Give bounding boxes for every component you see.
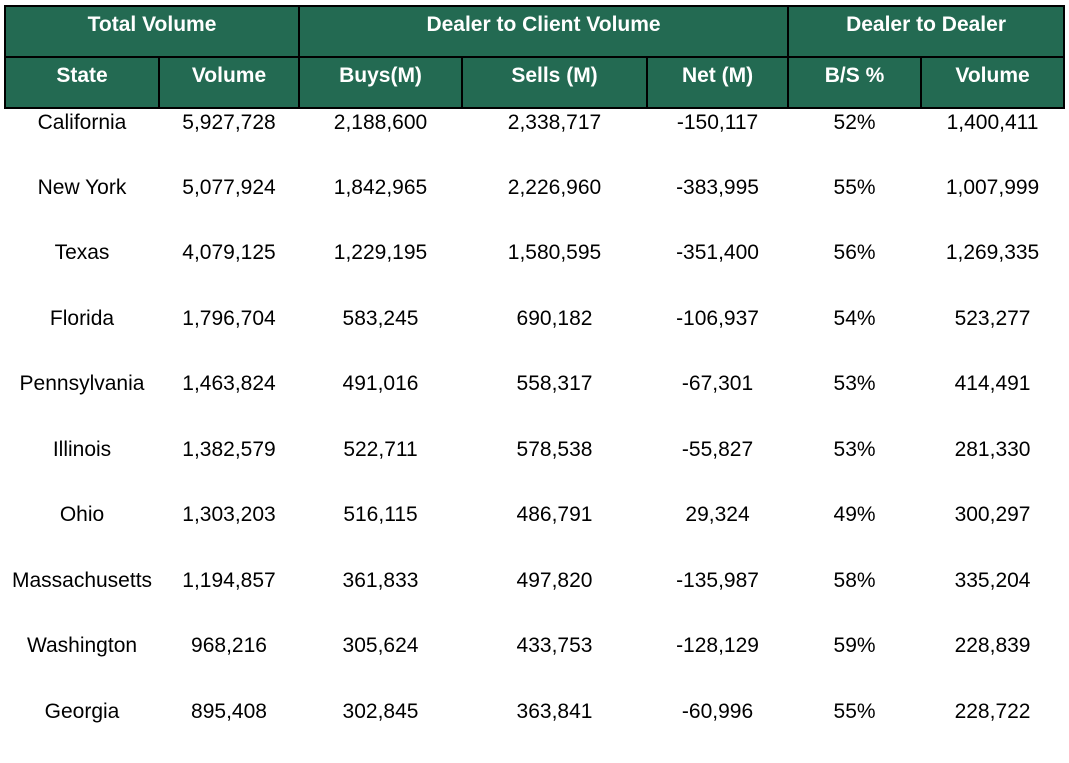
dealer-volume-cell: 281,330	[921, 436, 1064, 502]
sells-cell: 690,182	[462, 305, 647, 371]
net-cell: -383,995	[647, 174, 788, 240]
net-cell: -150,117	[647, 108, 788, 174]
bs-percent-cell: 53%	[788, 370, 921, 436]
state-cell: Washington	[5, 632, 159, 698]
dealer-volume-cell: 1,400,411	[921, 108, 1064, 174]
state-cell: Massachusetts	[5, 567, 159, 633]
buys-cell: 305,624	[299, 632, 462, 698]
net-cell: -67,301	[647, 370, 788, 436]
sells-cell: 2,338,717	[462, 108, 647, 174]
buys-cell: 2,188,600	[299, 108, 462, 174]
state-cell: New York	[5, 174, 159, 240]
group-header-dealer-to-dealer: Dealer to Dealer	[788, 6, 1064, 57]
dealer-volume-cell: 1,007,999	[921, 174, 1064, 240]
net-cell: -60,996	[647, 698, 788, 763]
column-header-dealer-volume: Volume	[921, 57, 1064, 108]
bs-percent-cell: 55%	[788, 174, 921, 240]
total-volume-cell: 895,408	[159, 698, 299, 763]
total-volume-cell: 5,927,728	[159, 108, 299, 174]
total-volume-cell: 1,796,704	[159, 305, 299, 371]
total-volume-cell: 4,079,125	[159, 239, 299, 305]
dealer-volume-cell: 335,204	[921, 567, 1064, 633]
state-cell: Pennsylvania	[5, 370, 159, 436]
dealer-volume-cell: 228,722	[921, 698, 1064, 763]
volume-table: Total Volume Dealer to Client Volume Dea…	[4, 5, 1065, 763]
sells-cell: 433,753	[462, 632, 647, 698]
column-header-row: State Volume Buys(M) Sells (M) Net (M) B…	[5, 57, 1064, 108]
state-cell: Georgia	[5, 698, 159, 763]
buys-cell: 302,845	[299, 698, 462, 763]
net-cell: -55,827	[647, 436, 788, 502]
column-header-buys: Buys(M)	[299, 57, 462, 108]
state-cell: Texas	[5, 239, 159, 305]
sells-cell: 497,820	[462, 567, 647, 633]
bs-percent-cell: 54%	[788, 305, 921, 371]
sells-cell: 558,317	[462, 370, 647, 436]
buys-cell: 491,016	[299, 370, 462, 436]
sells-cell: 363,841	[462, 698, 647, 763]
sells-cell: 1,580,595	[462, 239, 647, 305]
dealer-volume-cell: 414,491	[921, 370, 1064, 436]
buys-cell: 583,245	[299, 305, 462, 371]
dealer-volume-cell: 228,839	[921, 632, 1064, 698]
total-volume-cell: 1,382,579	[159, 436, 299, 502]
total-volume-cell: 968,216	[159, 632, 299, 698]
bs-percent-cell: 56%	[788, 239, 921, 305]
total-volume-cell: 1,194,857	[159, 567, 299, 633]
state-cell: Ohio	[5, 501, 159, 567]
buys-cell: 516,115	[299, 501, 462, 567]
net-cell: -128,129	[647, 632, 788, 698]
net-cell: -351,400	[647, 239, 788, 305]
bs-percent-cell: 55%	[788, 698, 921, 763]
table-header: Total Volume Dealer to Client Volume Dea…	[5, 6, 1064, 108]
state-cell: California	[5, 108, 159, 174]
state-cell: Illinois	[5, 436, 159, 502]
total-volume-cell: 1,303,203	[159, 501, 299, 567]
bs-percent-cell: 58%	[788, 567, 921, 633]
column-header-state: State	[5, 57, 159, 108]
dealer-volume-cell: 1,269,335	[921, 239, 1064, 305]
bs-percent-cell: 52%	[788, 108, 921, 174]
group-header-total-volume: Total Volume	[5, 6, 299, 57]
buys-cell: 1,229,195	[299, 239, 462, 305]
dealer-volume-cell: 300,297	[921, 501, 1064, 567]
column-header-net: Net (M)	[647, 57, 788, 108]
sells-cell: 486,791	[462, 501, 647, 567]
sells-cell: 2,226,960	[462, 174, 647, 240]
group-header-dealer-to-client: Dealer to Client Volume	[299, 6, 788, 57]
column-header-total-volume: Volume	[159, 57, 299, 108]
total-volume-cell: 1,463,824	[159, 370, 299, 436]
buys-cell: 361,833	[299, 567, 462, 633]
bs-percent-cell: 49%	[788, 501, 921, 567]
state-cell: Florida	[5, 305, 159, 371]
bs-percent-cell: 59%	[788, 632, 921, 698]
total-volume-cell: 5,077,924	[159, 174, 299, 240]
net-cell: 29,324	[647, 501, 788, 567]
bs-percent-cell: 53%	[788, 436, 921, 502]
column-header-sells: Sells (M)	[462, 57, 647, 108]
column-header-bs-percent: B/S %	[788, 57, 921, 108]
net-cell: -135,987	[647, 567, 788, 633]
sells-cell: 578,538	[462, 436, 647, 502]
net-cell: -106,937	[647, 305, 788, 371]
buys-cell: 522,711	[299, 436, 462, 502]
buys-cell: 1,842,965	[299, 174, 462, 240]
dealer-volume-cell: 523,277	[921, 305, 1064, 371]
group-header-row: Total Volume Dealer to Client Volume Dea…	[5, 6, 1064, 57]
